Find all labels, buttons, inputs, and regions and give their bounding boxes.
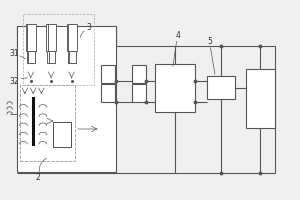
- FancyBboxPatch shape: [69, 51, 76, 63]
- FancyBboxPatch shape: [207, 76, 236, 99]
- FancyBboxPatch shape: [49, 51, 55, 63]
- FancyBboxPatch shape: [46, 24, 55, 51]
- FancyBboxPatch shape: [26, 24, 34, 51]
- FancyBboxPatch shape: [27, 51, 33, 63]
- FancyBboxPatch shape: [68, 24, 76, 51]
- FancyBboxPatch shape: [53, 122, 71, 147]
- FancyBboxPatch shape: [100, 65, 115, 83]
- Text: 32: 32: [10, 76, 19, 86]
- Text: 2: 2: [35, 172, 40, 182]
- FancyBboxPatch shape: [27, 24, 36, 51]
- FancyBboxPatch shape: [154, 64, 195, 112]
- FancyBboxPatch shape: [132, 84, 146, 102]
- FancyBboxPatch shape: [246, 69, 274, 128]
- FancyBboxPatch shape: [100, 84, 115, 102]
- Text: 3: 3: [86, 22, 91, 31]
- FancyBboxPatch shape: [47, 51, 54, 63]
- FancyBboxPatch shape: [28, 51, 35, 63]
- FancyBboxPatch shape: [68, 51, 74, 63]
- Text: 31: 31: [10, 48, 19, 58]
- Text: 5: 5: [208, 38, 212, 46]
- Text: 4: 4: [176, 31, 181, 40]
- FancyBboxPatch shape: [67, 24, 75, 51]
- FancyBboxPatch shape: [16, 26, 116, 172]
- FancyBboxPatch shape: [20, 85, 75, 161]
- FancyBboxPatch shape: [48, 24, 56, 51]
- FancyBboxPatch shape: [132, 65, 146, 83]
